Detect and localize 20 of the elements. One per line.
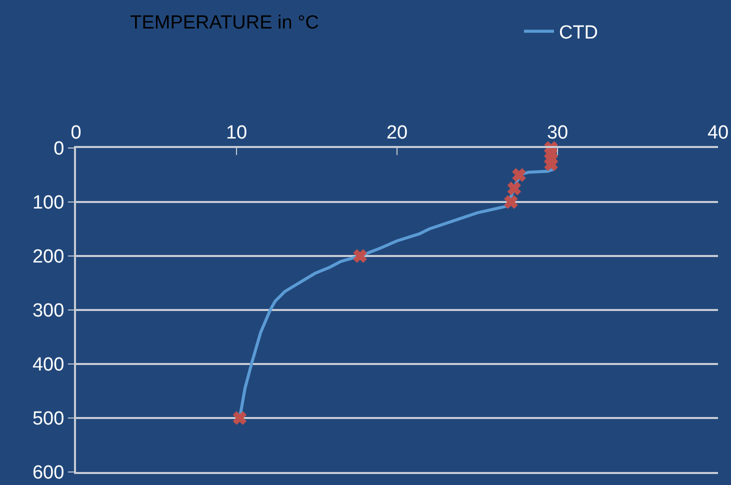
- chart-title: TEMPERATURE in °C: [130, 12, 319, 34]
- x-tick-label: 10: [226, 122, 248, 144]
- y-tick-label: 100: [32, 192, 64, 214]
- y-tick-label: 300: [32, 300, 64, 322]
- y-tick-label: 400: [32, 354, 64, 376]
- point: [353, 249, 367, 263]
- legend-label: CTD: [558, 22, 598, 44]
- x-tick-label: 0: [70, 122, 82, 144]
- point: [507, 182, 521, 196]
- y-tick-label: 200: [32, 246, 64, 268]
- x-tick-label: 40: [707, 122, 729, 144]
- point: [512, 168, 526, 182]
- x-tick-label: 20: [386, 122, 408, 144]
- y-tick-label: 0: [54, 138, 64, 160]
- y-tick-label: 600: [32, 462, 64, 484]
- y-tick-label: 500: [32, 408, 64, 430]
- x-tick-label: 30: [546, 122, 568, 144]
- point: [504, 195, 518, 209]
- point: [232, 411, 246, 425]
- point: [544, 157, 558, 171]
